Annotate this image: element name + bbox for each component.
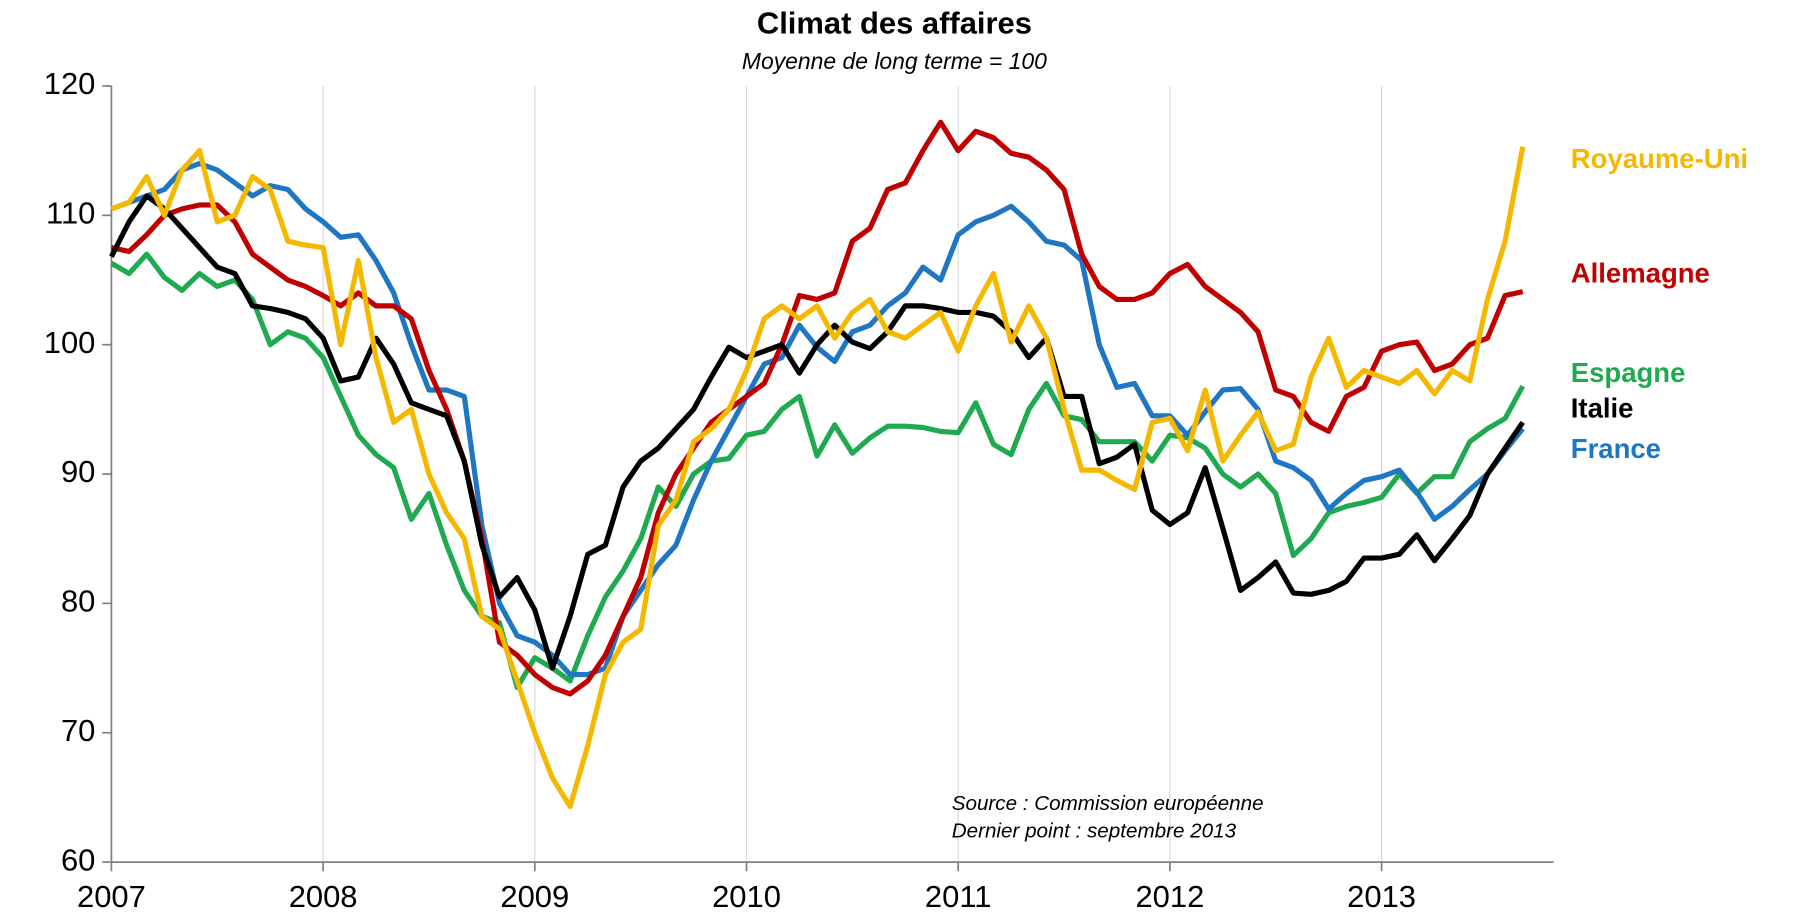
series-line — [110, 146, 1526, 810]
legend-label: Espagne — [1571, 357, 1686, 388]
legend-label: Allemagne — [1571, 257, 1710, 288]
chart-subtitle: Moyenne de long terme = 100 — [742, 48, 1047, 74]
y-tick-label: 100 — [44, 325, 96, 360]
y-tick-label: 60 — [61, 842, 95, 877]
annotation: Source : Commission européenne — [952, 792, 1264, 815]
y-tick-label: 90 — [61, 454, 95, 489]
y-tick-label: 80 — [61, 584, 95, 619]
x-tick-label: 2008 — [289, 879, 358, 914]
y-tick-label: 120 — [44, 66, 96, 101]
x-tick-label: 2009 — [500, 879, 569, 914]
legend-label: Italie — [1571, 393, 1634, 424]
y-tick-label: 110 — [46, 196, 95, 231]
x-tick-label: 2013 — [1347, 879, 1416, 914]
series-line — [109, 193, 1525, 671]
x-tick-label: 2012 — [1135, 879, 1204, 914]
y-tick-label: 70 — [61, 713, 95, 748]
chart-title: Climat des affaires — [757, 5, 1032, 40]
series-line — [110, 251, 1526, 691]
annotation: Dernier point : septembre 2013 — [952, 820, 1237, 843]
legend-label: Royaume-Uni — [1571, 143, 1748, 174]
x-tick-label: 2011 — [925, 879, 992, 914]
series-line — [110, 119, 1524, 697]
x-tick-label: 2010 — [712, 879, 781, 914]
legend-label: France — [1571, 433, 1661, 464]
x-tick-label: 2007 — [77, 879, 146, 914]
